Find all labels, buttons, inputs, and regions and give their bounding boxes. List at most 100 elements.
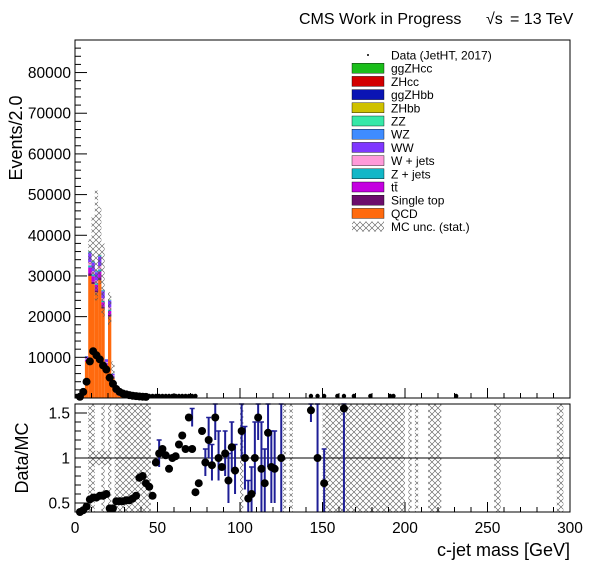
ratio-point-55 bbox=[260, 479, 269, 488]
ratio-point-29 bbox=[171, 452, 180, 461]
data-point-32 bbox=[180, 393, 185, 399]
ratio-point-40 bbox=[207, 461, 216, 470]
legend-label-ww: WW bbox=[391, 141, 414, 155]
legend-label-single-top: Single top bbox=[391, 194, 445, 208]
ratio-point-36 bbox=[194, 479, 203, 488]
mc-unc-bin-5 bbox=[108, 292, 112, 325]
ratio-ytick-label-1: 1 bbox=[61, 451, 70, 468]
ratio-point-21 bbox=[145, 482, 154, 491]
main-ytick-label-6: 70000 bbox=[28, 106, 71, 123]
energy-value: = 13 TeV bbox=[510, 11, 574, 28]
data-point-33 bbox=[183, 393, 188, 399]
legend-swatch-single-top bbox=[351, 194, 385, 206]
legend-label-mc-unc-stat: MC unc. (stat.) bbox=[391, 220, 470, 234]
xtick-label-5: 250 bbox=[475, 520, 501, 537]
ratio-point-32 bbox=[181, 445, 190, 453]
bar-w-jets-3 bbox=[84, 358, 89, 360]
ratio-point-46 bbox=[227, 443, 236, 452]
ratio-point-43 bbox=[217, 463, 226, 471]
legend-swatch-mc-unc bbox=[352, 221, 384, 232]
data-point-46 bbox=[453, 393, 459, 399]
main-ytick-label-7: 80000 bbox=[28, 65, 71, 82]
plot-header-title: CMS Work in Progress bbox=[299, 11, 461, 28]
ratio-point-45 bbox=[224, 476, 233, 485]
data-point-7 bbox=[95, 355, 104, 364]
ratio-point-25 bbox=[158, 445, 167, 453]
data-point-42 bbox=[351, 393, 357, 399]
ratio-point-31 bbox=[178, 431, 187, 440]
legend-swatch-w-jets bbox=[351, 155, 385, 166]
xtick-label-4: 200 bbox=[392, 520, 418, 537]
ratio-point-56 bbox=[264, 428, 273, 437]
legend-swatch-ggzhbb bbox=[351, 89, 385, 100]
ratio-point-58 bbox=[270, 464, 279, 473]
legend-swatch-zz bbox=[351, 115, 385, 127]
ratio-point-30 bbox=[174, 440, 183, 449]
legend-label-w-jets: W + jets bbox=[391, 154, 435, 168]
bar-w-jets-9 bbox=[104, 361, 108, 363]
ratio-point-37 bbox=[198, 427, 207, 435]
main-ytick-label-2: 30000 bbox=[28, 268, 71, 285]
mc-uncertainty-band bbox=[88, 190, 115, 386]
bar-qcd-8 bbox=[101, 308, 105, 398]
main-ytick-label-4: 50000 bbox=[28, 187, 71, 204]
data-point-41 bbox=[341, 393, 347, 399]
main-ytick-label-3: 40000 bbox=[28, 228, 71, 245]
main-frame bbox=[74, 39, 571, 399]
ratio-point-61 bbox=[313, 454, 322, 462]
legend-swatch-ww bbox=[351, 142, 385, 153]
legend-label-wz: WZ bbox=[391, 128, 410, 142]
data-point-23 bbox=[150, 393, 155, 399]
xtick-label-1: 50 bbox=[149, 520, 167, 537]
legend-label-zhcc: ZHcc bbox=[391, 75, 419, 89]
legend-swatch-zhbb bbox=[351, 102, 385, 114]
legend-swatch-tt bbox=[351, 181, 385, 193]
ratio-point-34 bbox=[188, 445, 197, 453]
data-points bbox=[74, 347, 459, 401]
data-point-3 bbox=[82, 377, 91, 386]
bar-tt-4 bbox=[88, 267, 92, 274]
data-point-2 bbox=[79, 387, 88, 396]
data-point-44 bbox=[387, 393, 393, 399]
bar-single-top-5 bbox=[91, 281, 95, 285]
main-y-axis: 10000 20000 30000 40000 50000 60000 70000 80000 bbox=[28, 47, 87, 391]
data-point-27 bbox=[163, 393, 168, 399]
legend-marker-data bbox=[367, 54, 369, 56]
legend-swatch-qcd bbox=[351, 208, 385, 219]
bar-qcd-13 bbox=[117, 395, 122, 398]
bar-qcd-4 bbox=[88, 275, 92, 398]
ratio-point-8 bbox=[102, 490, 111, 498]
ratio-y-axis-title: Data/MC bbox=[12, 422, 32, 493]
xtick-label-2: 100 bbox=[227, 520, 253, 537]
mc-unc-bin-2 bbox=[94, 190, 99, 301]
mc-unc-bin-6 bbox=[111, 361, 115, 386]
data-point-9 bbox=[102, 365, 111, 374]
data-point-38 bbox=[315, 393, 320, 399]
data-point-45 bbox=[391, 393, 396, 399]
data-point-25 bbox=[156, 393, 162, 399]
ratio-point-62 bbox=[320, 479, 329, 488]
xtick-label-3: 150 bbox=[310, 520, 336, 537]
ratio-point-39 bbox=[204, 436, 213, 444]
data-point-26 bbox=[160, 393, 165, 399]
ratio-points bbox=[75, 404, 348, 516]
ratio-point-41 bbox=[211, 413, 220, 422]
legend-label-qcd: QCD bbox=[391, 207, 418, 221]
ratio-point-59 bbox=[277, 454, 286, 462]
legend-label-tt: tt̄ bbox=[391, 181, 398, 195]
bar-ww-9 bbox=[104, 359, 108, 362]
ratio-point-44 bbox=[221, 449, 230, 458]
main-ytick-label-1: 20000 bbox=[28, 309, 71, 326]
ratio-y-axis: 0.5 1 1.5 bbox=[48, 406, 87, 513]
ratio-point-38 bbox=[201, 458, 210, 467]
data-point-37 bbox=[308, 393, 314, 399]
xtick-label-6: 300 bbox=[557, 520, 583, 537]
data-point-40 bbox=[335, 393, 340, 399]
ratio-point-52 bbox=[250, 454, 259, 462]
ratio-point-2 bbox=[82, 502, 91, 511]
data-point-43 bbox=[368, 393, 373, 399]
data-point-29 bbox=[170, 393, 175, 399]
ratio-point-54 bbox=[257, 464, 266, 473]
mc-unc-bin-1 bbox=[91, 214, 95, 276]
